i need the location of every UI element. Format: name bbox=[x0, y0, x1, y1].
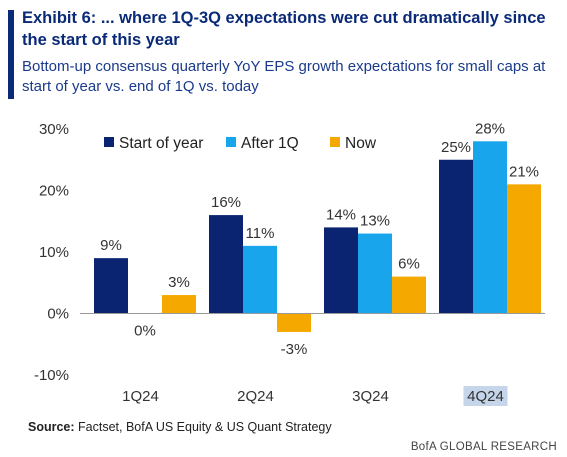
data-label: 13% bbox=[360, 213, 390, 230]
legend-swatch bbox=[226, 137, 236, 147]
data-label: 25% bbox=[441, 139, 471, 156]
bar bbox=[392, 276, 426, 314]
source-text: Factset, BofA US Equity & US Quant Strat… bbox=[78, 420, 332, 434]
legend-swatch bbox=[104, 137, 114, 147]
data-label: 6% bbox=[398, 256, 420, 273]
x-tick-label: 4Q24 bbox=[467, 388, 504, 405]
data-label: 3% bbox=[168, 274, 190, 291]
chart-subtitle: Bottom-up consensus quarterly YoY EPS gr… bbox=[22, 58, 546, 95]
bar bbox=[507, 184, 541, 314]
data-label: 0% bbox=[134, 323, 156, 340]
bar bbox=[243, 245, 277, 314]
legend-label: Now bbox=[345, 135, 377, 152]
data-label: -3% bbox=[281, 341, 308, 358]
x-tick-label: 1Q24 bbox=[122, 388, 159, 405]
source-note: Source: Factset, BofA US Equity & US Qua… bbox=[28, 420, 332, 434]
y-tick-label: 0% bbox=[47, 306, 69, 323]
y-tick-label: 10% bbox=[39, 244, 69, 261]
x-tick-label: 2Q24 bbox=[237, 388, 274, 405]
source-label: Source: bbox=[28, 420, 75, 434]
bar bbox=[162, 295, 196, 314]
data-label: 9% bbox=[100, 237, 122, 254]
y-tick-label: 20% bbox=[39, 183, 69, 200]
data-label: 14% bbox=[326, 206, 356, 223]
data-label: 16% bbox=[211, 194, 241, 211]
bar bbox=[277, 313, 311, 332]
x-tick-label: 3Q24 bbox=[352, 388, 389, 405]
data-label: 21% bbox=[509, 163, 539, 180]
legend-label: After 1Q bbox=[241, 135, 299, 152]
y-tick-label: 30% bbox=[39, 121, 69, 138]
bar bbox=[473, 141, 507, 314]
bar bbox=[358, 233, 392, 314]
legend-label: Start of year bbox=[119, 135, 203, 152]
legend-swatch bbox=[330, 137, 340, 147]
category-highlight bbox=[463, 386, 508, 406]
title-accent-bar bbox=[8, 10, 14, 99]
data-label: 28% bbox=[475, 120, 505, 137]
bar bbox=[439, 159, 473, 314]
y-tick-label: -10% bbox=[34, 367, 69, 384]
bar bbox=[94, 258, 128, 314]
data-label: 11% bbox=[246, 225, 275, 242]
bar bbox=[324, 227, 358, 314]
brand-label: BofA GLOBAL RESEARCH bbox=[410, 441, 557, 453]
chart-title: Exhibit 6: ... where 1Q-3Q expectations … bbox=[22, 9, 546, 49]
bar bbox=[209, 215, 243, 314]
